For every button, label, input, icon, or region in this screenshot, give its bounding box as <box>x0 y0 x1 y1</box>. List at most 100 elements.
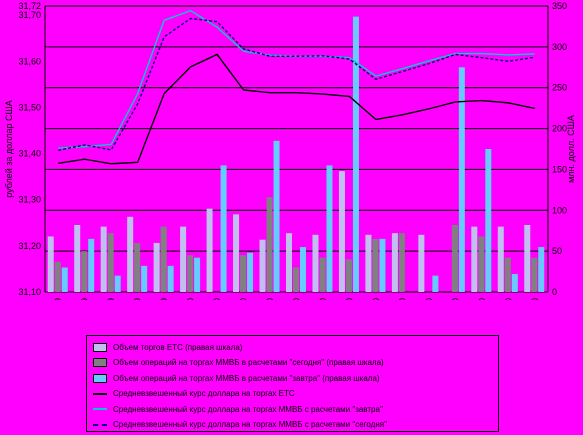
right-axis-title: млн. долл. США <box>566 115 576 183</box>
bar-1 <box>471 226 478 292</box>
bar-3 <box>141 265 148 292</box>
x-tick-label: 8.10 <box>318 298 328 300</box>
bar-3 <box>511 274 518 292</box>
x-tick-label: 11.10 <box>397 298 407 300</box>
bar-2 <box>54 261 61 292</box>
bar-3 <box>352 16 359 292</box>
bar-3 <box>167 265 174 292</box>
left-tick-label: 31,10 <box>18 287 41 297</box>
bar-1 <box>338 171 345 292</box>
bar-1 <box>391 233 398 292</box>
left-tick-label: 31,20 <box>18 241 41 251</box>
bar-3 <box>194 257 201 292</box>
left-tick-label: 31,70 <box>18 10 41 20</box>
legend-label: Объем операций на торгах ММВБ в расчетам… <box>113 358 384 367</box>
chart-legend: Объем торгов ЕТС (правая шкала) Объем опе… <box>86 335 499 432</box>
x-tick-label: 1.10 <box>186 298 196 300</box>
legend-label: Средневзвешенный курс доллара на торгах … <box>113 389 295 398</box>
legend-label: Объем торгов ЕТС (правая шкала) <box>113 342 243 352</box>
bar-1 <box>180 226 187 292</box>
bar-2 <box>345 259 352 292</box>
x-tick-label: 4.10 <box>265 298 275 300</box>
right-tick-label: 0 <box>552 287 557 297</box>
bar-1 <box>286 233 292 292</box>
bar-1 <box>153 242 160 292</box>
series-line-3 <box>58 17 535 152</box>
bar-2 <box>319 257 326 292</box>
legend-label: Средневзвешенный курс доллара на торгах … <box>113 420 387 429</box>
legend-item: Объем торгов ЕТС (правая шкала) <box>93 340 242 354</box>
x-tick-label: 10.10 <box>371 298 381 300</box>
bar-3 <box>61 267 68 292</box>
legend-item: Объем операций на торгах ММВБ в расчетам… <box>93 371 380 385</box>
bar-1 <box>127 216 134 292</box>
legend-label: Средневзвешенный курс доллара на торгах … <box>113 404 383 414</box>
bar-2 <box>134 242 141 292</box>
bar-2 <box>266 197 273 292</box>
bar-3 <box>326 165 333 292</box>
left-tick-label: 31,40 <box>18 149 41 159</box>
bar-3 <box>379 238 386 292</box>
bar-3 <box>300 247 306 292</box>
x-tick-label: 9.10 <box>344 298 354 300</box>
bar-3 <box>432 275 439 292</box>
bar-1 <box>206 208 213 292</box>
x-tick-label: 14.10 <box>424 298 434 300</box>
x-tick-label: 24.09 <box>53 298 63 300</box>
legend-item: Объем операций на торгах ММВБ в расчетам… <box>93 356 384 370</box>
x-tick-label: 17.10 <box>503 298 513 300</box>
left-tick-label: 31,50 <box>18 102 41 112</box>
right-tick-label: 300 <box>552 42 567 52</box>
bar-1 <box>74 224 81 292</box>
x-tick-label: 18.10 <box>530 298 540 300</box>
bar-2 <box>451 224 458 292</box>
x-tick-label: 25.09 <box>80 298 90 300</box>
left-tick-label: 31,72 <box>18 1 41 11</box>
bar-3 <box>538 247 545 292</box>
x-tick-label: 27.09 <box>133 298 143 300</box>
legend-line-swatch <box>93 392 107 395</box>
bar-3 <box>458 67 465 293</box>
bar-1 <box>497 226 504 292</box>
bar-1 <box>418 234 425 292</box>
bar-2 <box>160 226 167 292</box>
bar-3 <box>220 165 227 292</box>
x-tick-label: 3.10 <box>239 298 249 300</box>
bar-2 <box>187 255 194 292</box>
bar-2 <box>372 238 379 292</box>
legend-swatch <box>93 373 107 383</box>
x-tick-label: 7.10 <box>292 298 302 300</box>
legend-line-swatch <box>93 408 107 410</box>
right-tick-label: 250 <box>552 83 567 93</box>
x-tick-label: 2.10 <box>212 298 222 300</box>
legend-label: Объем операций на торгах ММВБ в расчетам… <box>113 373 380 383</box>
bar-2 <box>240 255 247 292</box>
bar-3 <box>114 275 121 292</box>
x-tick-label: 30.09 <box>159 298 169 300</box>
bar-2 <box>107 233 114 292</box>
x-tick-label: 26.09 <box>106 298 116 300</box>
bar-1 <box>259 239 266 292</box>
legend-swatch <box>93 358 107 367</box>
right-tick-label: 100 <box>552 205 567 215</box>
bar-3 <box>247 252 254 292</box>
legend-item: Средневзвешенный курс доллара на торгах … <box>93 402 383 416</box>
legend-line-swatch <box>93 423 107 426</box>
bar-3 <box>273 140 280 292</box>
bar-3 <box>88 238 95 292</box>
bar-2 <box>293 267 299 292</box>
right-tick-label: 200 <box>552 124 567 134</box>
right-tick-label: 150 <box>552 164 567 174</box>
bar-2 <box>504 257 511 292</box>
bar-2 <box>478 236 485 292</box>
x-tick-label: 16.10 <box>477 298 487 300</box>
bar-3 <box>485 149 492 292</box>
series-line-1 <box>58 53 535 165</box>
legend-swatch <box>93 342 107 352</box>
left-tick-label: 31,60 <box>18 56 41 66</box>
series-line-2 <box>58 9 535 149</box>
right-tick-label: 350 <box>552 1 567 11</box>
left-tick-label: 31,30 <box>18 195 41 205</box>
bar-1 <box>365 234 372 292</box>
